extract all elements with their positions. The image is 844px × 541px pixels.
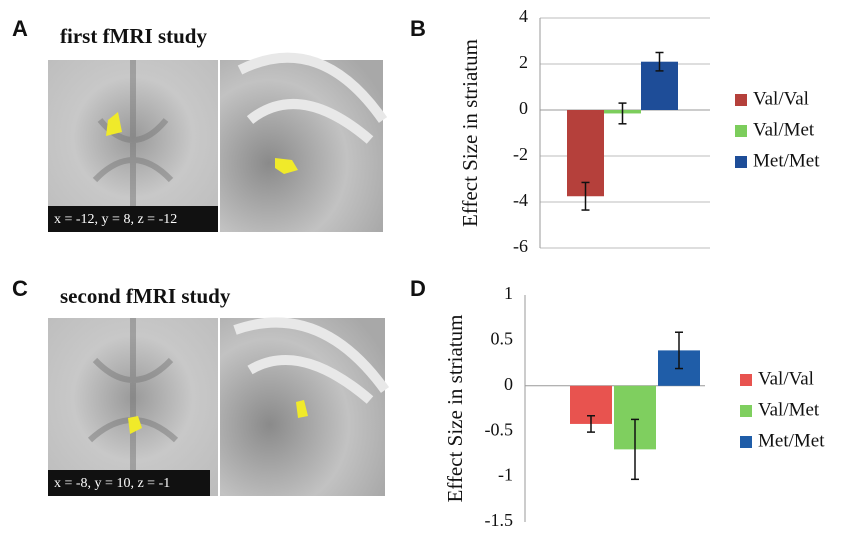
y-tick-label: 0 bbox=[519, 98, 528, 118]
legend-label: Met/Met bbox=[753, 150, 820, 171]
y-tick-label: 1 bbox=[504, 283, 513, 303]
panel-label: A bbox=[12, 16, 28, 41]
legend-label: Val/Met bbox=[758, 399, 820, 420]
y-axis-label: Effect Size in striatum bbox=[458, 39, 482, 227]
legend-swatch bbox=[740, 405, 752, 417]
figure: A B C D first fMRI study second fMRI stu… bbox=[0, 0, 844, 536]
y-tick-label: 0 bbox=[504, 374, 513, 394]
y-tick-label: -4 bbox=[513, 190, 528, 210]
y-tick-label: -1 bbox=[498, 465, 513, 485]
study-title: first fMRI study bbox=[60, 24, 207, 48]
legend-label: Val/Val bbox=[758, 368, 814, 389]
y-tick-label: 2 bbox=[519, 52, 528, 72]
legend-swatch bbox=[735, 125, 747, 137]
y-tick-label: -0.5 bbox=[485, 419, 514, 439]
panel-label: B bbox=[410, 16, 426, 41]
legend-label: Met/Met bbox=[758, 430, 825, 451]
coordinates: x = -8, y = 10, z = -1 bbox=[54, 476, 170, 491]
y-axis-label: Effect Size in striatum bbox=[443, 315, 467, 503]
legend-swatch bbox=[740, 374, 752, 386]
y-tick-label: -6 bbox=[513, 236, 528, 256]
legend-swatch bbox=[735, 156, 747, 168]
y-tick-label: -2 bbox=[513, 144, 528, 164]
panel-label: C bbox=[12, 276, 28, 301]
y-tick-label: 4 bbox=[519, 6, 528, 26]
legend-label: Val/Met bbox=[753, 119, 815, 140]
brain-images-a: x = -12, y = 8, z = -12 bbox=[48, 58, 383, 232]
brain-images-c: x = -8, y = 10, z = -1 bbox=[48, 318, 385, 496]
legend-label: Val/Val bbox=[753, 88, 809, 109]
y-tick-label: -1.5 bbox=[485, 510, 514, 530]
panel-label: D bbox=[410, 276, 426, 301]
legend-swatch bbox=[735, 94, 747, 106]
study-title: second fMRI study bbox=[60, 284, 231, 308]
legend-swatch bbox=[740, 436, 752, 448]
y-tick-label: 0.5 bbox=[491, 329, 514, 349]
coordinates: x = -12, y = 8, z = -12 bbox=[54, 212, 177, 227]
